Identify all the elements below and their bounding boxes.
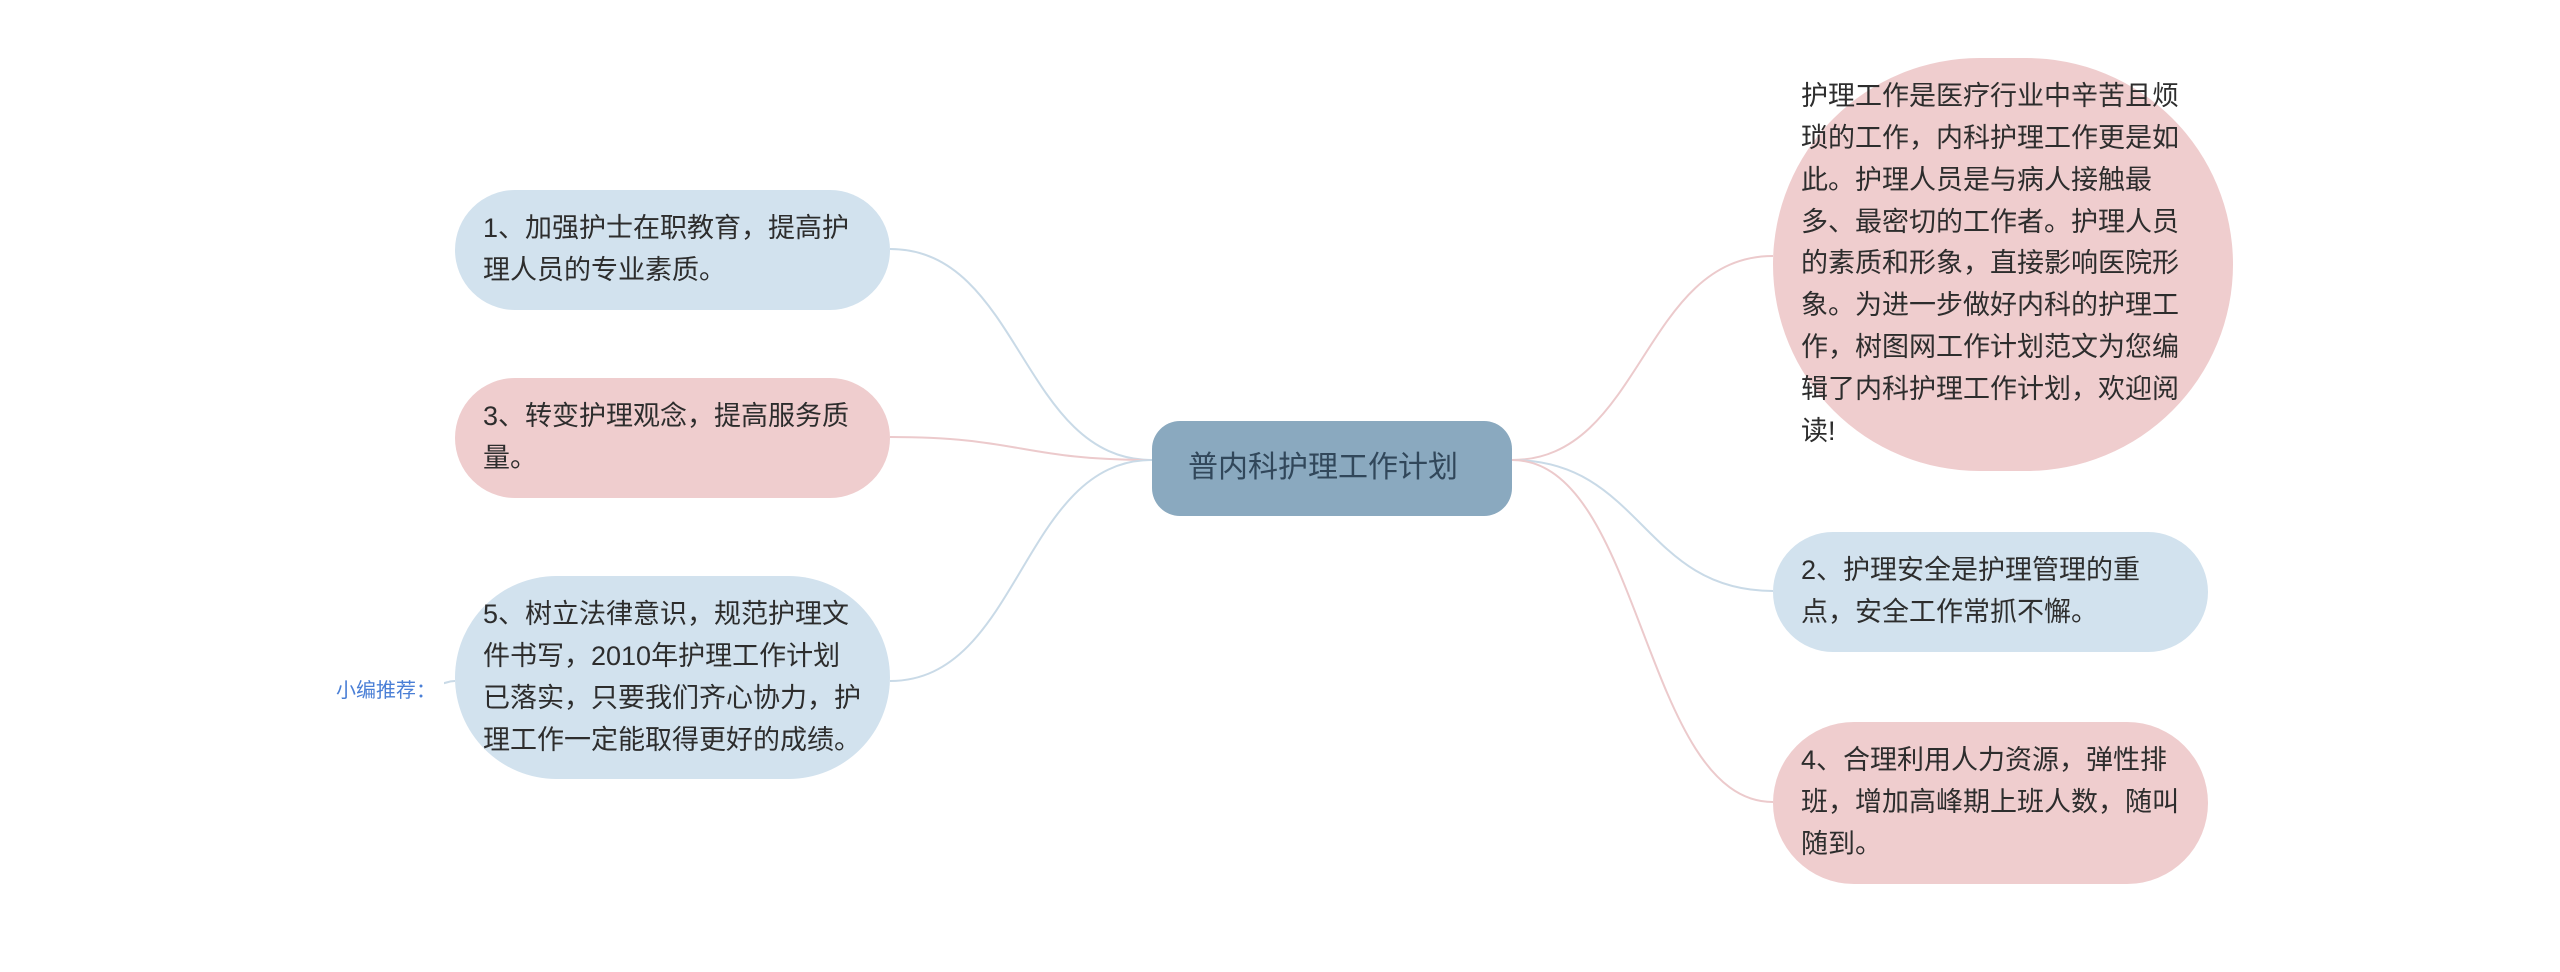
editor-tag: 小编推荐： <box>328 670 444 707</box>
left-node-3: 5、树立法律意识，规范护理文件书写，2010年护理工作计划已落实，只要我们齐心协… <box>455 576 890 779</box>
left-node-2: 3、转变护理观念，提高服务质量。 <box>455 378 890 498</box>
center-node: 普内科护理工作计划 <box>1152 421 1512 516</box>
left-node-1: 1、加强护士在职教育，提高护理人员的专业素质。 <box>455 190 890 310</box>
right-node-2: 2、护理安全是护理管理的重点，安全工作常抓不懈。 <box>1773 532 2208 652</box>
right-node-3: 4、合理利用人力资源，弹性排班，增加高峰期上班人数，随叫随到。 <box>1773 722 2208 884</box>
mindmap-stage: { "type": "mindmap", "canvas": { "width"… <box>0 0 2560 972</box>
right-node-1: 护理工作是医疗行业中辛苦且烦琐的工作，内科护理工作更是如此。护理人员是与病人接触… <box>1773 58 2233 471</box>
